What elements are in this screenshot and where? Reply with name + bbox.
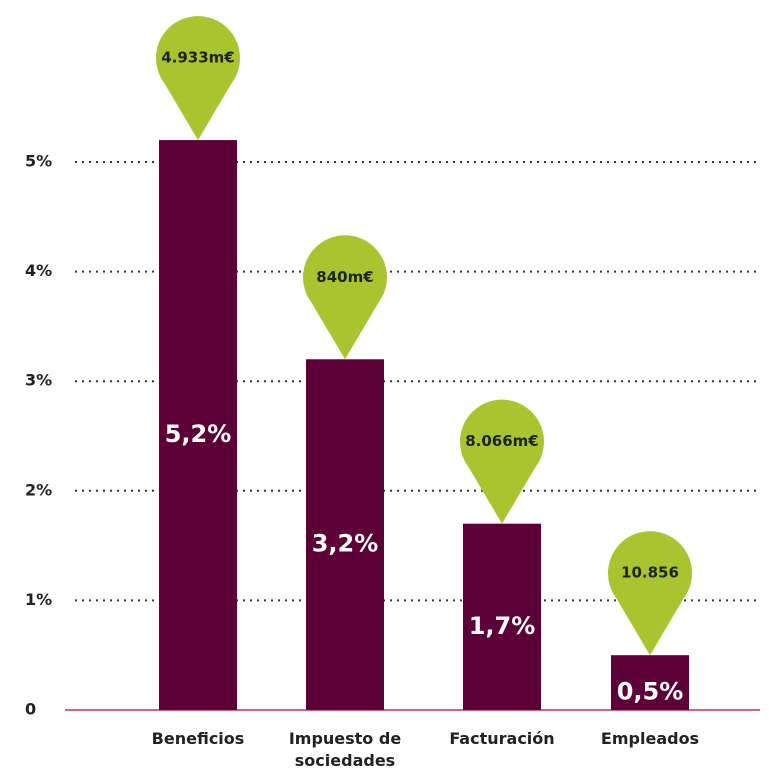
y-tick-label: 1%: [25, 590, 52, 609]
value-label: 3,2%: [312, 530, 379, 558]
y-tick-label: 2%: [25, 480, 52, 499]
x-tick-label: Facturación: [449, 729, 555, 748]
pin: [460, 399, 544, 524]
pin: [303, 235, 387, 360]
bar: [463, 523, 541, 710]
x-tick-label: Impuesto de sociedades: [288, 729, 402, 770]
pin-label: 10.856: [621, 564, 679, 582]
bar: [611, 655, 689, 710]
y-tick-label: 0: [25, 700, 36, 719]
pin-label: 4.933m€: [161, 49, 235, 67]
pin: [156, 16, 240, 141]
y-tick-label: 3%: [25, 371, 52, 390]
pin-label: 8.066m€: [465, 432, 539, 450]
y-tick-label: 5%: [25, 152, 52, 171]
y-tick-label: 4%: [25, 261, 52, 280]
value-label: 0,5%: [617, 678, 684, 706]
bar: [159, 140, 237, 710]
bar: [306, 359, 384, 710]
value-label: 1,7%: [469, 612, 536, 640]
value-label: 5,2%: [165, 420, 232, 448]
x-tick-label: Beneficios: [151, 729, 245, 748]
x-tick-label: Empleados: [600, 729, 700, 748]
pin-label: 840m€: [316, 268, 373, 286]
pin: [608, 531, 693, 656]
